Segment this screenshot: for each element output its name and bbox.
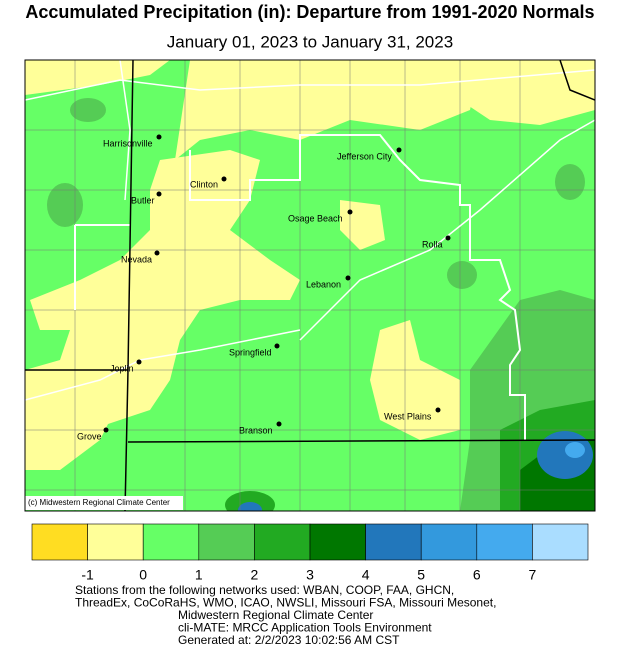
credit-box <box>25 496 183 510</box>
region <box>555 164 585 200</box>
city-label: Osage Beach <box>288 213 343 223</box>
region <box>565 442 585 458</box>
legend-swatch <box>254 523 311 561</box>
legend-swatch <box>142 523 200 561</box>
city-label: Clinton <box>190 179 218 189</box>
city-label: Grove <box>77 431 102 441</box>
credit: (c) Midwestern Regional Climate Center <box>28 498 170 507</box>
roads <box>25 60 595 401</box>
footer-line: Stations from the following networks use… <box>75 583 454 597</box>
legend-tick-label: 7 <box>529 567 537 583</box>
region-boundary <box>74 134 526 440</box>
footer-line: Midwestern Regional Climate Center <box>178 608 373 622</box>
region <box>447 261 477 289</box>
legend-swatch <box>87 523 144 561</box>
city-label: Joplin <box>110 363 134 373</box>
city-label: West Plains <box>384 411 432 421</box>
region <box>25 370 120 470</box>
legend-swatch <box>476 523 533 561</box>
legend-tick-label: 2 <box>251 567 259 583</box>
subtitle: January 01, 2023 to January 31, 2023 <box>167 32 453 51</box>
legend-swatch <box>31 523 88 561</box>
region <box>25 60 170 95</box>
legend-tick-label: 6 <box>473 567 481 583</box>
map-frame <box>24 59 596 512</box>
legend-tick-label: 5 <box>417 567 425 583</box>
region <box>420 60 595 125</box>
title: Accumulated Precipitation (in): Departur… <box>25 2 594 22</box>
city-label: Butler <box>131 195 155 205</box>
footer-line: cli-MATE: MRCC Application Tools Environ… <box>178 621 432 635</box>
city-label: Rolla <box>422 239 443 249</box>
legend-swatch <box>420 523 478 561</box>
legend-tick-label: 0 <box>139 567 147 583</box>
region <box>238 502 262 511</box>
city-label: Lebanon <box>306 279 341 289</box>
region <box>225 491 275 511</box>
legend-tick-label: 3 <box>306 567 314 583</box>
footer-line: ThreadEx, CoCoRaHS, WMO, ICAO, NWSLI, Mi… <box>75 596 496 610</box>
city-label: Springfield <box>229 347 272 357</box>
region <box>47 183 83 227</box>
region <box>537 431 593 479</box>
city-label: Nevada <box>121 254 152 264</box>
city-label: Branson <box>239 425 273 435</box>
city-label: Harrisonville <box>103 138 153 148</box>
footer-line: Generated at: 2/2/2023 10:02:56 AM CST <box>178 633 400 645</box>
legend: -1 0 1 2 3 4 5 6 7 <box>31 523 589 583</box>
city-label: Jefferson City <box>337 151 392 161</box>
state-lines <box>25 60 595 511</box>
legend-tick-label: 1 <box>195 567 203 583</box>
legend-tick-label: -1 <box>81 567 94 583</box>
region <box>70 98 106 122</box>
legend-swatch <box>532 523 589 561</box>
legend-swatch <box>365 523 422 561</box>
legend-tick-label: 4 <box>362 567 370 583</box>
map: Harrisonville Clinton Butler Jefferson C… <box>24 59 596 512</box>
legend-swatch <box>198 523 255 561</box>
footer: Stations from the following networks use… <box>75 583 496 645</box>
legend-swatch <box>309 523 366 561</box>
city-dots <box>103 134 451 433</box>
